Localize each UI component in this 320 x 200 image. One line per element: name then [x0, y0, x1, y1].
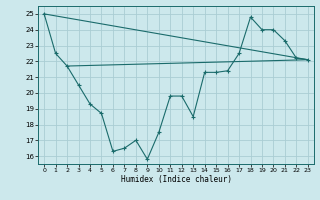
X-axis label: Humidex (Indice chaleur): Humidex (Indice chaleur) [121, 175, 231, 184]
